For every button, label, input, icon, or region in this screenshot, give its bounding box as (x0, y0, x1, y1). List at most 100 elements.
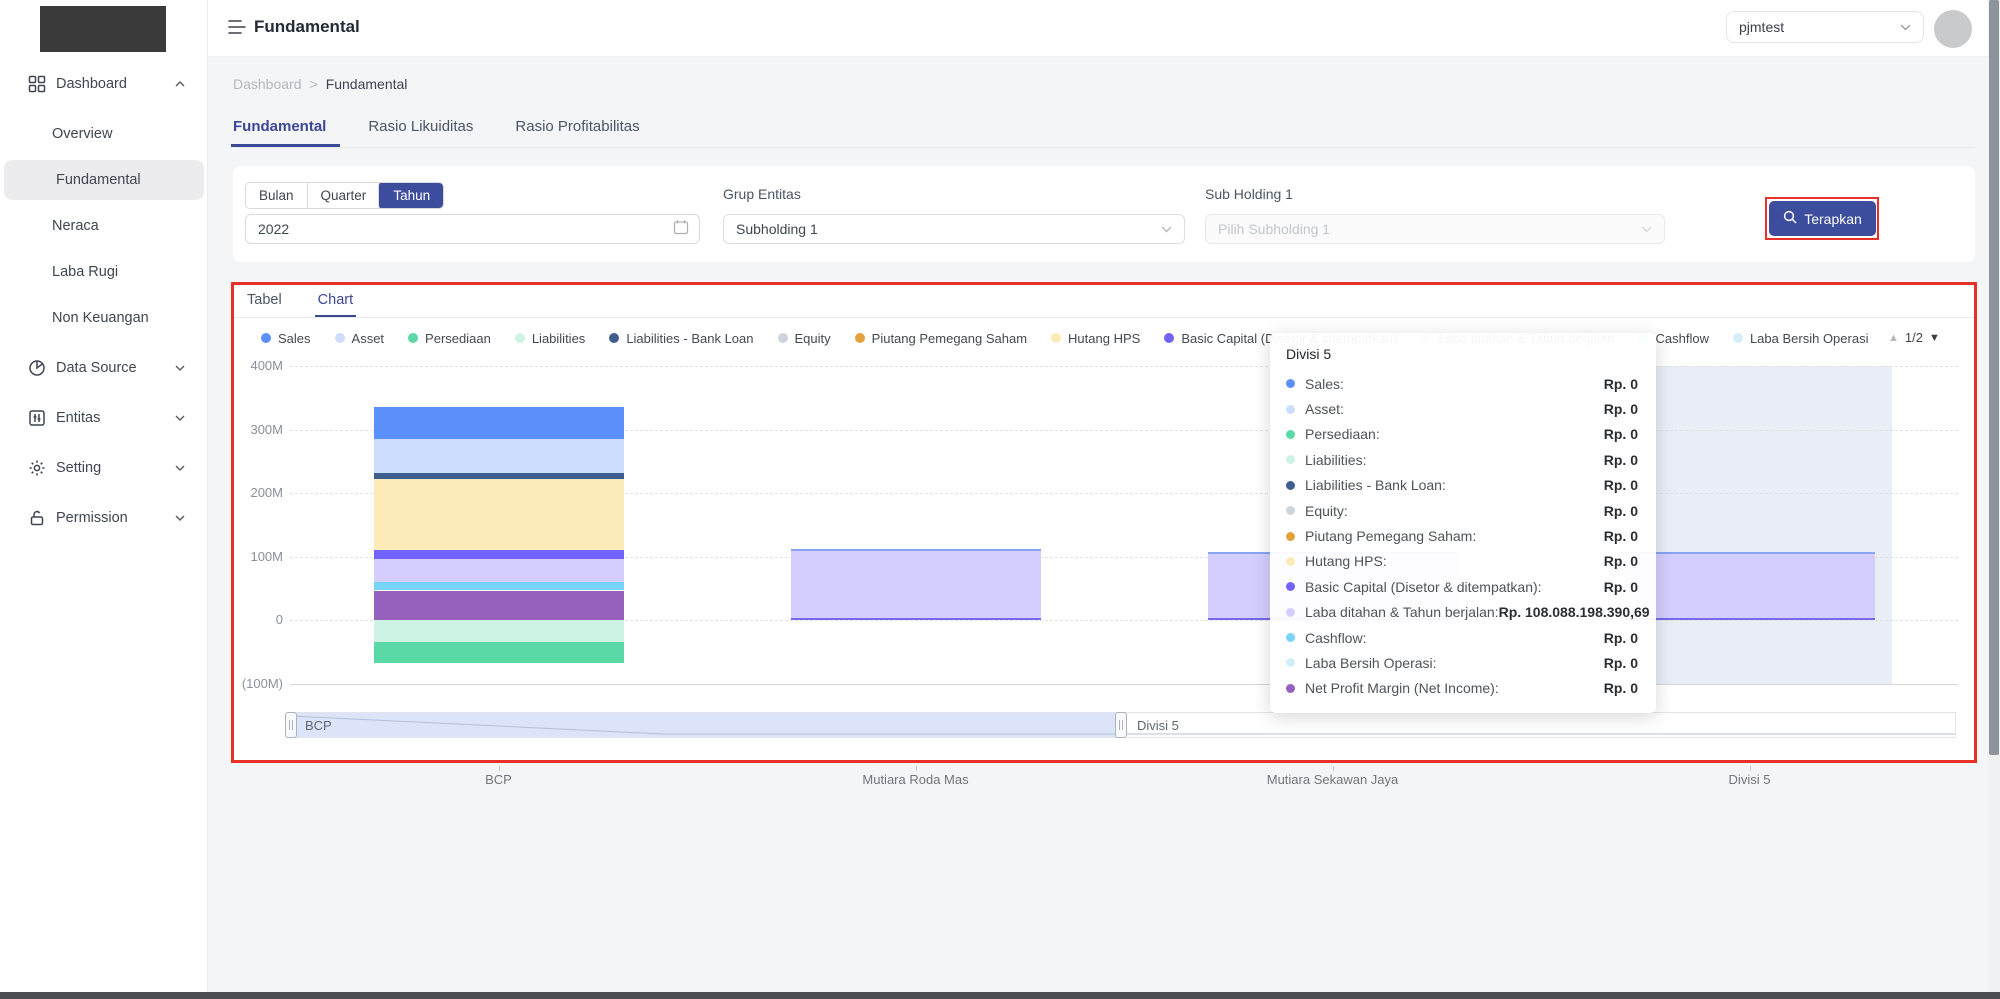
legend-item[interactable]: Laba Bersih Operasi (1732, 330, 1869, 346)
legend-label: Laba Bersih Operasi (1749, 330, 1869, 346)
tooltip-series-dot (1286, 506, 1295, 516)
bar-segment-liabilities-bank-loan[interactable] (373, 472, 624, 479)
tab-rasio-profitabilitas[interactable]: Rasio Profitabilitas (515, 118, 640, 135)
bar-segment-hutang-hps[interactable] (373, 478, 624, 551)
sidebar-item-dashboard[interactable]: Dashboard (0, 64, 208, 104)
bar-segment-persediaan[interactable] (373, 642, 624, 663)
page-title: Fundamental (254, 17, 360, 36)
sidebar-item-neraca[interactable]: Neraca (0, 206, 208, 246)
bar-segment-laba-ditahan-tahun-berjalan[interactable] (373, 558, 624, 582)
y-axis-label: 100M (250, 548, 283, 564)
sidebar-item-label: Overview (52, 126, 113, 142)
tooltip-series-label: Laba Bersih Operasi: (1305, 654, 1437, 671)
bar-segment-cashflow[interactable] (373, 581, 624, 591)
bar-segment-laba-ditahan-tahun-berjalan[interactable] (1624, 551, 1875, 621)
legend-swatch (334, 333, 345, 343)
vertical-scrollbar-thumb[interactable] (1989, 0, 1999, 755)
x-axis-label: Mutiara Sekawan Jaya (1266, 772, 1399, 787)
breadcrumb-separator: > (309, 76, 318, 92)
tab-fundamental[interactable]: Fundamental (230, 118, 341, 147)
legend-swatch (514, 333, 525, 343)
vertical-scrollbar[interactable] (1988, 0, 2000, 999)
tooltip-series-value: Rp. 0 (1603, 401, 1638, 418)
dashboard-grid-icon (28, 75, 46, 93)
x-axis-tick (1332, 766, 1334, 771)
bar-segment-liabilities[interactable] (373, 620, 624, 642)
sidebar-item-label: Setting (56, 460, 102, 476)
grup-entitas-select[interactable]: Subholding 1 (723, 214, 1185, 244)
breadcrumb-item[interactable]: Dashboard (233, 76, 302, 92)
sidebar-item-label: Entitas (56, 410, 101, 426)
legend-swatch (609, 333, 620, 343)
avatar[interactable] (1934, 10, 1972, 48)
bar-segment-net-profit-margin-net-income-[interactable] (373, 590, 624, 621)
year-input[interactable] (246, 221, 656, 237)
legend-pager-label: 1/2 (1904, 330, 1923, 345)
legend-swatch (261, 333, 271, 343)
sidebar-item-entitas[interactable]: Entitas (0, 398, 208, 438)
apply-button[interactable]: Terapkan (1769, 201, 1876, 236)
sidebar-item-non-keuangan[interactable]: Non Keuangan (0, 298, 208, 338)
tooltip-series-label: Equity: (1305, 502, 1348, 519)
tooltip-series-label: Laba ditahan & Tahun berjalan: (1305, 604, 1499, 621)
legend-item[interactable]: Equity (777, 331, 831, 346)
tooltip-series-dot (1286, 531, 1295, 541)
breadcrumb-item-current: Fundamental (325, 76, 408, 92)
sidebar-item-laba-rugi[interactable]: Laba Rugi (0, 252, 208, 292)
legend-swatch (1051, 333, 1062, 343)
menu-fold-icon[interactable] (228, 19, 246, 35)
legend-pager-down-icon[interactable]: ▼ (1928, 331, 1940, 344)
period-option-bulan[interactable]: Bulan (246, 183, 307, 208)
sidebar-item-label: Data Source (56, 360, 137, 376)
year-field (245, 214, 700, 244)
y-axis-label: (100M) (241, 676, 283, 691)
tooltip-row: Laba Bersih Operasi: Rp. 0 (1286, 650, 1638, 675)
datazoom-handle-right[interactable] (1115, 712, 1127, 738)
datazoom-window[interactable] (291, 713, 1121, 737)
chart-tab-chart[interactable]: Chart (314, 292, 357, 318)
chevron-down-icon (174, 362, 186, 374)
tooltip-row: Equity: Rp. 0 (1286, 498, 1638, 523)
tooltip-row: Asset: Rp. 0 (1286, 396, 1638, 421)
period-option-quarter[interactable]: Quarter (306, 183, 380, 208)
breadcrumb: Dashboard > Fundamental (233, 76, 407, 92)
legend-pager-up-icon[interactable]: ▲ (1888, 331, 1899, 344)
legend-item[interactable]: Hutang HPS (1051, 331, 1140, 346)
horizontal-scrollbar[interactable] (0, 992, 2000, 999)
bar-segment-basic-capital-disetor-ditempatkan-[interactable] (373, 550, 624, 559)
sidebar-item-overview[interactable]: Overview (0, 114, 208, 154)
sidebar-item-permission[interactable]: Permission (0, 498, 208, 538)
tooltip-series-value: Rp. 0 (1603, 502, 1638, 519)
sidebar-item-setting[interactable]: Setting (0, 448, 208, 488)
tooltip-series-dot (1286, 683, 1295, 693)
legend-item[interactable]: Piutang Pemegang Saham (854, 331, 1027, 346)
sidebar-item-data-source[interactable]: Data Source (0, 348, 208, 388)
legend-item[interactable]: Sales (261, 331, 311, 346)
bar-segment-laba-ditahan-tahun-berjalan[interactable] (790, 548, 1041, 621)
user-select[interactable]: pjmtest (1726, 11, 1924, 43)
legend-item[interactable]: Asset (334, 330, 385, 346)
app-logo (40, 6, 166, 52)
chart-tab-tabel[interactable]: Tabel (247, 292, 282, 308)
datazoom-handle-left[interactable] (285, 712, 297, 738)
tab-rasio-likuiditas[interactable]: Rasio Likuiditas (368, 118, 474, 135)
legend-label: Asset (351, 330, 385, 346)
tooltip-series-label: Sales: (1305, 375, 1344, 392)
legend-item[interactable]: Liabilities (514, 331, 585, 346)
pie-chart-icon (28, 359, 46, 377)
tooltip-series-value: Rp. 0 (1603, 553, 1638, 570)
sidebar-item-fundamental[interactable]: Fundamental (4, 160, 204, 200)
bar-segment-sales[interactable] (373, 407, 624, 440)
datazoom-slider[interactable]: BCP Divisi 5 (285, 712, 1956, 738)
tooltip-row: Net Profit Margin (Net Income): Rp. 0 (1286, 676, 1638, 701)
bar-segment-asset[interactable] (373, 439, 624, 473)
sub-holding-select[interactable]: Pilih Subholding 1 (1205, 214, 1665, 244)
legend-label: Hutang HPS (1068, 330, 1141, 346)
period-option-tahun[interactable]: Tahun (378, 183, 444, 208)
tooltip-series-value: Rp. 0 (1603, 451, 1638, 468)
legend-item[interactable]: Liabilities - Bank Loan (609, 331, 754, 346)
entity-table-icon (28, 409, 46, 427)
legend-item[interactable]: Persediaan (408, 331, 491, 346)
gridline (290, 429, 1958, 431)
